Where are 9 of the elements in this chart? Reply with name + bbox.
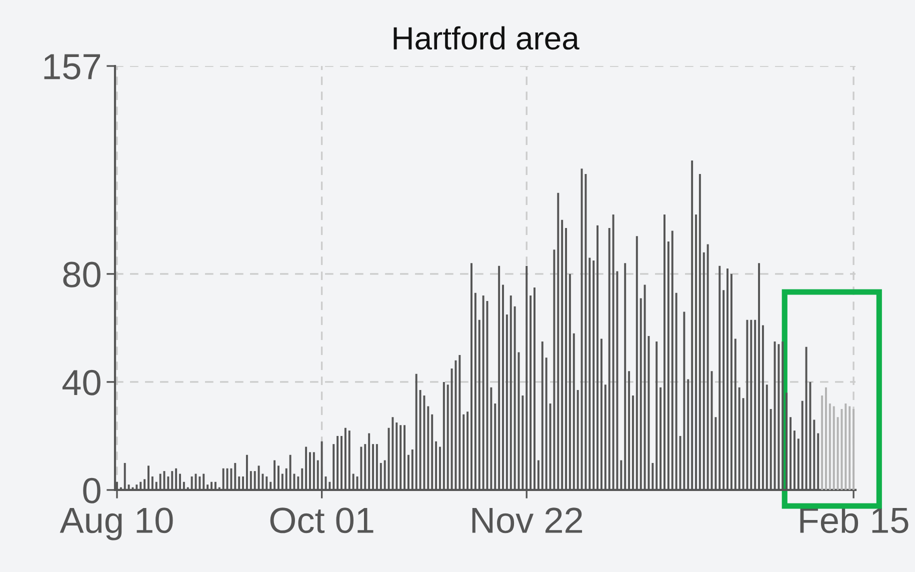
x-tick-label: Aug 10 (60, 508, 173, 540)
x-tick-label: Oct 01 (270, 508, 374, 534)
y-tick-label: 40 (62, 370, 100, 396)
y-tick-label: 80 (63, 262, 100, 288)
chart-title: Hartford area (394, 26, 580, 50)
x-tick-label: Nov 22 (472, 508, 582, 534)
x-tick-label: Feb 15 (800, 506, 908, 534)
y-tick-label: 0 (83, 478, 100, 504)
y-tick-label: 157 (44, 54, 100, 80)
